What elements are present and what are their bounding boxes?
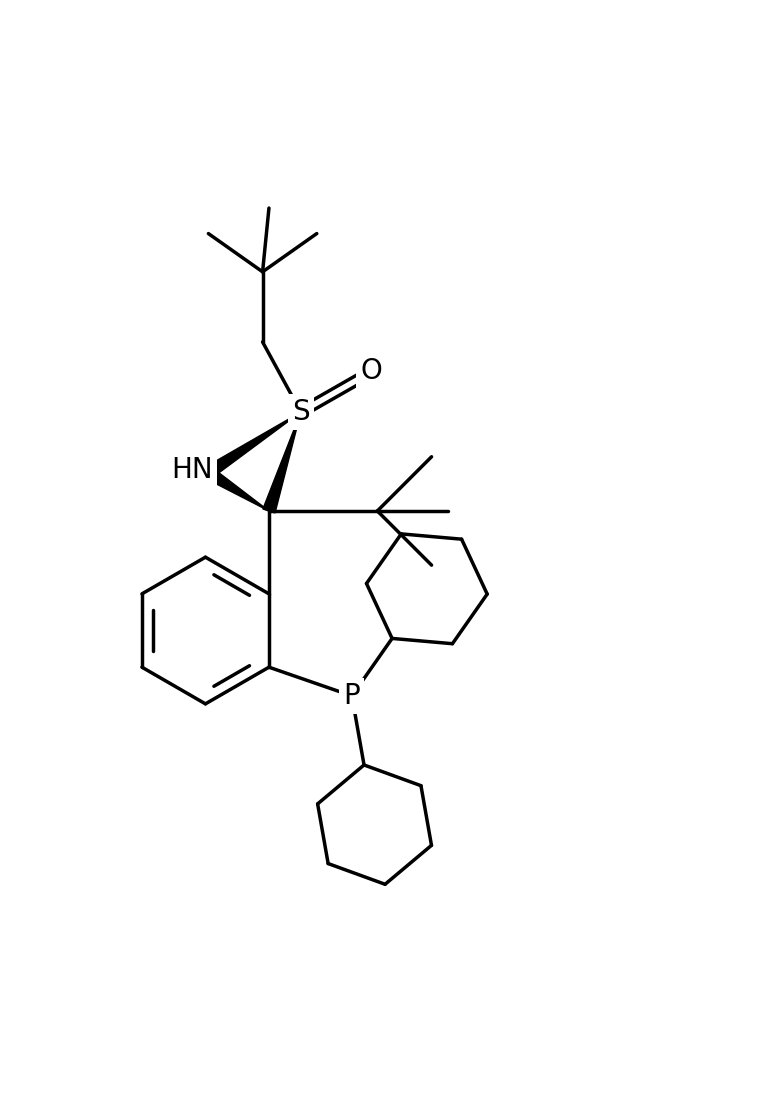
Text: P: P — [343, 681, 360, 710]
Polygon shape — [263, 412, 301, 513]
Text: O: O — [360, 357, 382, 384]
Polygon shape — [205, 412, 301, 478]
Polygon shape — [205, 468, 269, 511]
Text: S: S — [292, 398, 310, 427]
Text: HN: HN — [171, 455, 214, 483]
